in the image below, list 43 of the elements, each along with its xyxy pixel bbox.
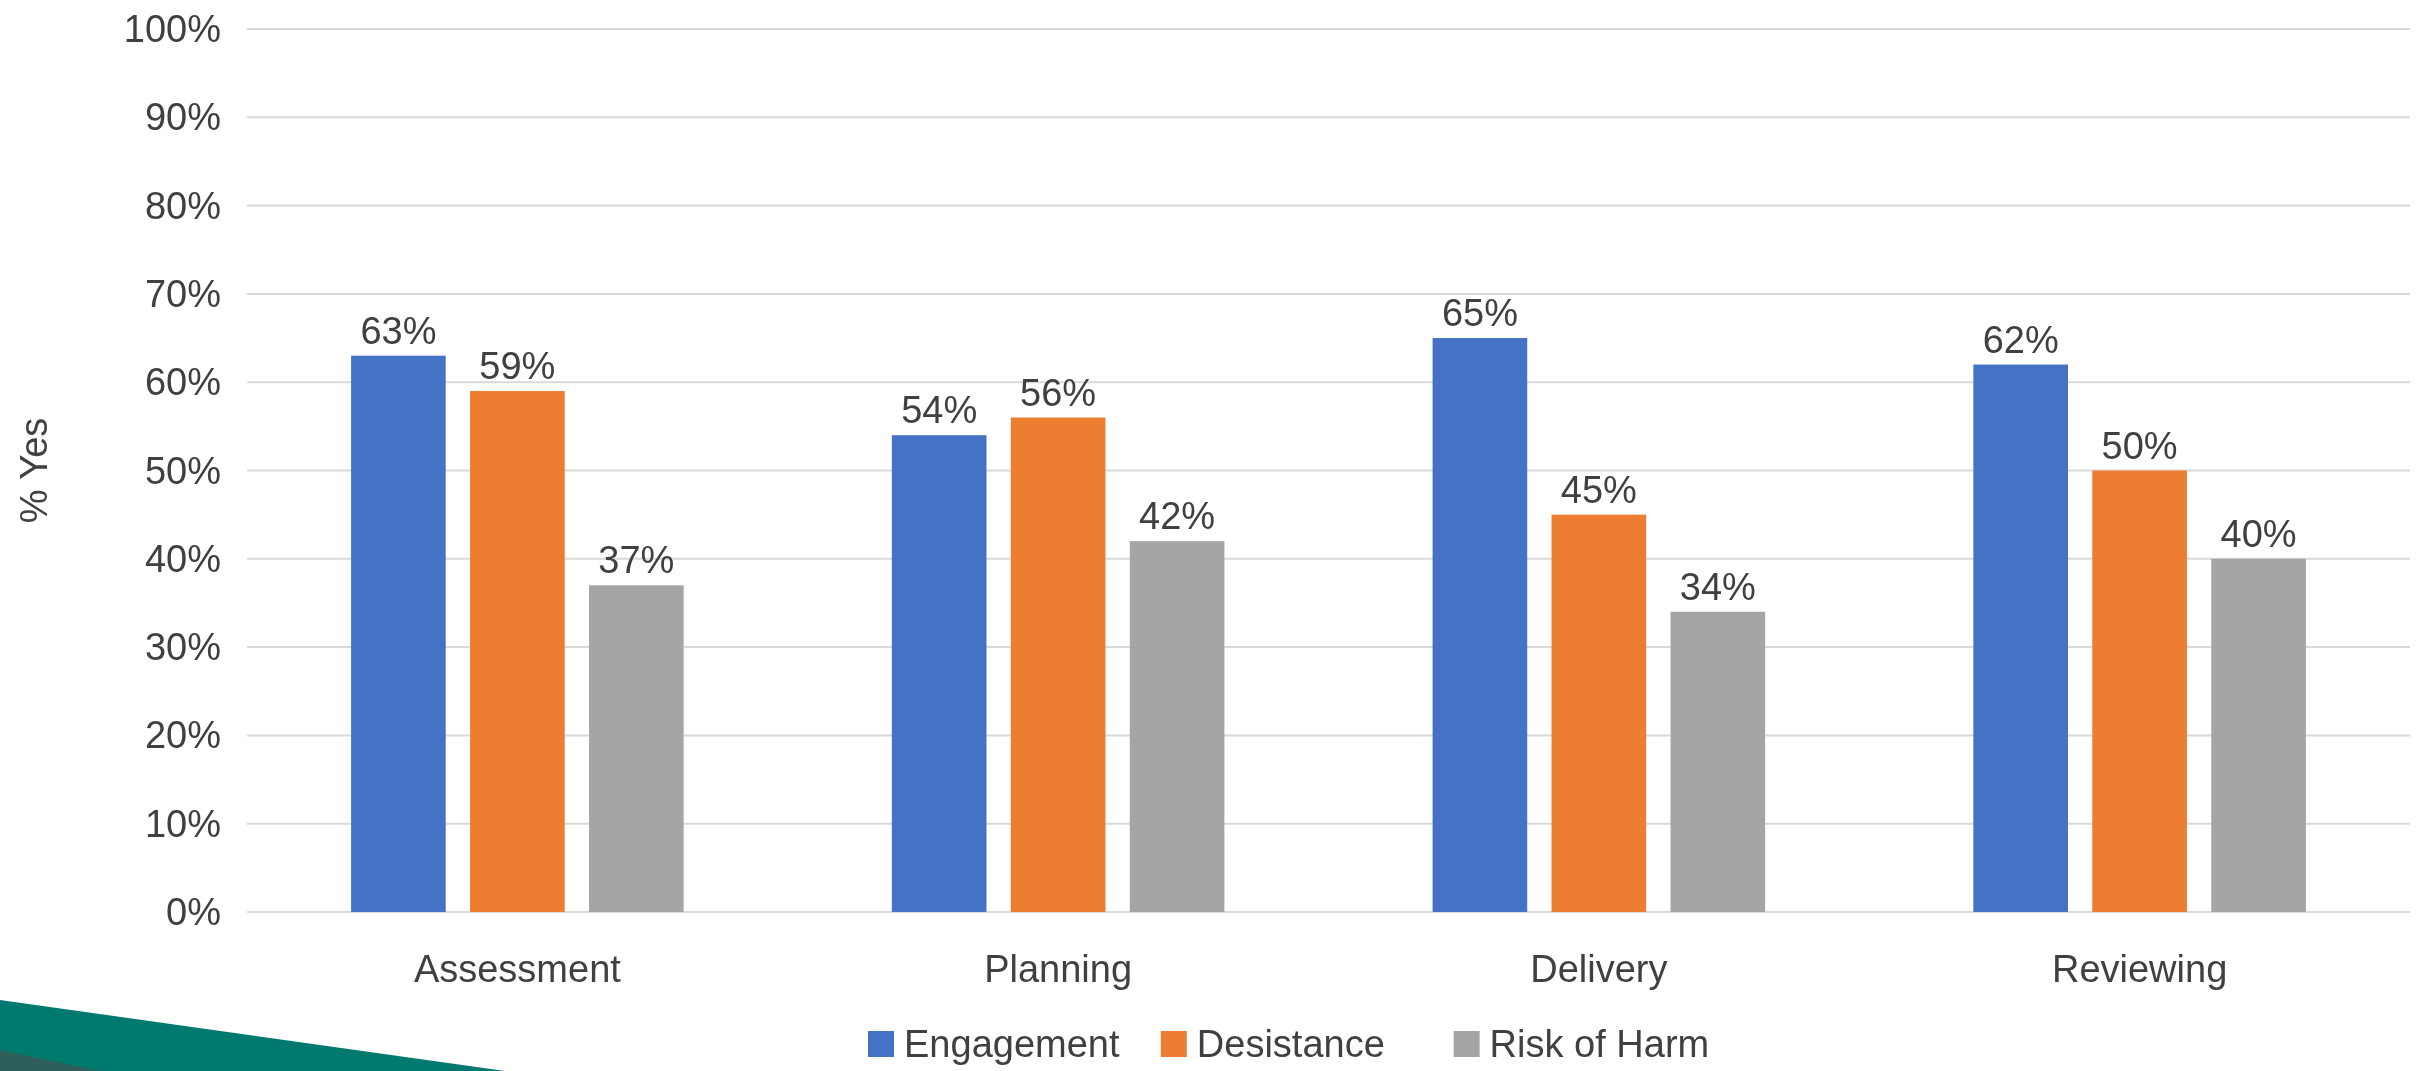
y-tick-label: 0% — [166, 891, 221, 933]
x-tick-label: Planning — [984, 948, 1133, 990]
bar — [470, 391, 565, 912]
y-axis-title: % Yes — [13, 417, 55, 524]
y-tick-label: 20% — [144, 714, 221, 757]
data-label: 54% — [901, 389, 978, 432]
data-label: 65% — [1441, 292, 1518, 335]
bar — [351, 355, 446, 912]
data-label: 40% — [2220, 512, 2297, 555]
data-label: 45% — [1560, 468, 1637, 511]
bar — [1432, 338, 1528, 912]
data-label: 50% — [2101, 424, 2178, 467]
bar — [891, 435, 987, 912]
data-label: 42% — [1139, 495, 1216, 538]
bar — [1973, 364, 2068, 912]
bar — [1129, 541, 1225, 912]
legend-label: Risk of Harm — [1489, 1023, 1710, 1065]
x-tick-label: Delivery — [1530, 948, 1668, 990]
bar — [2092, 470, 2187, 912]
y-tick-label: 90% — [144, 96, 221, 139]
data-label: 56% — [1020, 371, 1097, 414]
y-tick-label: 60% — [144, 361, 221, 404]
bar — [589, 585, 684, 912]
y-tick-label: 80% — [144, 184, 221, 227]
x-tick-label: Reviewing — [2051, 948, 2228, 990]
data-label: 34% — [1679, 565, 1756, 608]
y-tick-label: 10% — [144, 802, 221, 845]
bar — [1670, 611, 1766, 912]
data-label: 62% — [1982, 318, 2059, 361]
data-label: 37% — [598, 539, 675, 582]
y-tick-label: 30% — [144, 626, 221, 669]
legend-label: Desistance — [1196, 1023, 1385, 1065]
bar — [1010, 417, 1106, 912]
data-label: 63% — [360, 309, 437, 352]
y-tick-label: 70% — [144, 272, 221, 315]
data-label: 59% — [479, 345, 556, 388]
y-tick-label: 100% — [123, 8, 221, 50]
y-tick-label: 40% — [144, 537, 221, 580]
y-tick-label: 50% — [144, 449, 221, 492]
bar — [2211, 558, 2306, 912]
x-tick-label: Assessment — [413, 948, 622, 990]
bar — [1551, 514, 1647, 912]
legend-label: Engagement — [904, 1023, 1120, 1065]
